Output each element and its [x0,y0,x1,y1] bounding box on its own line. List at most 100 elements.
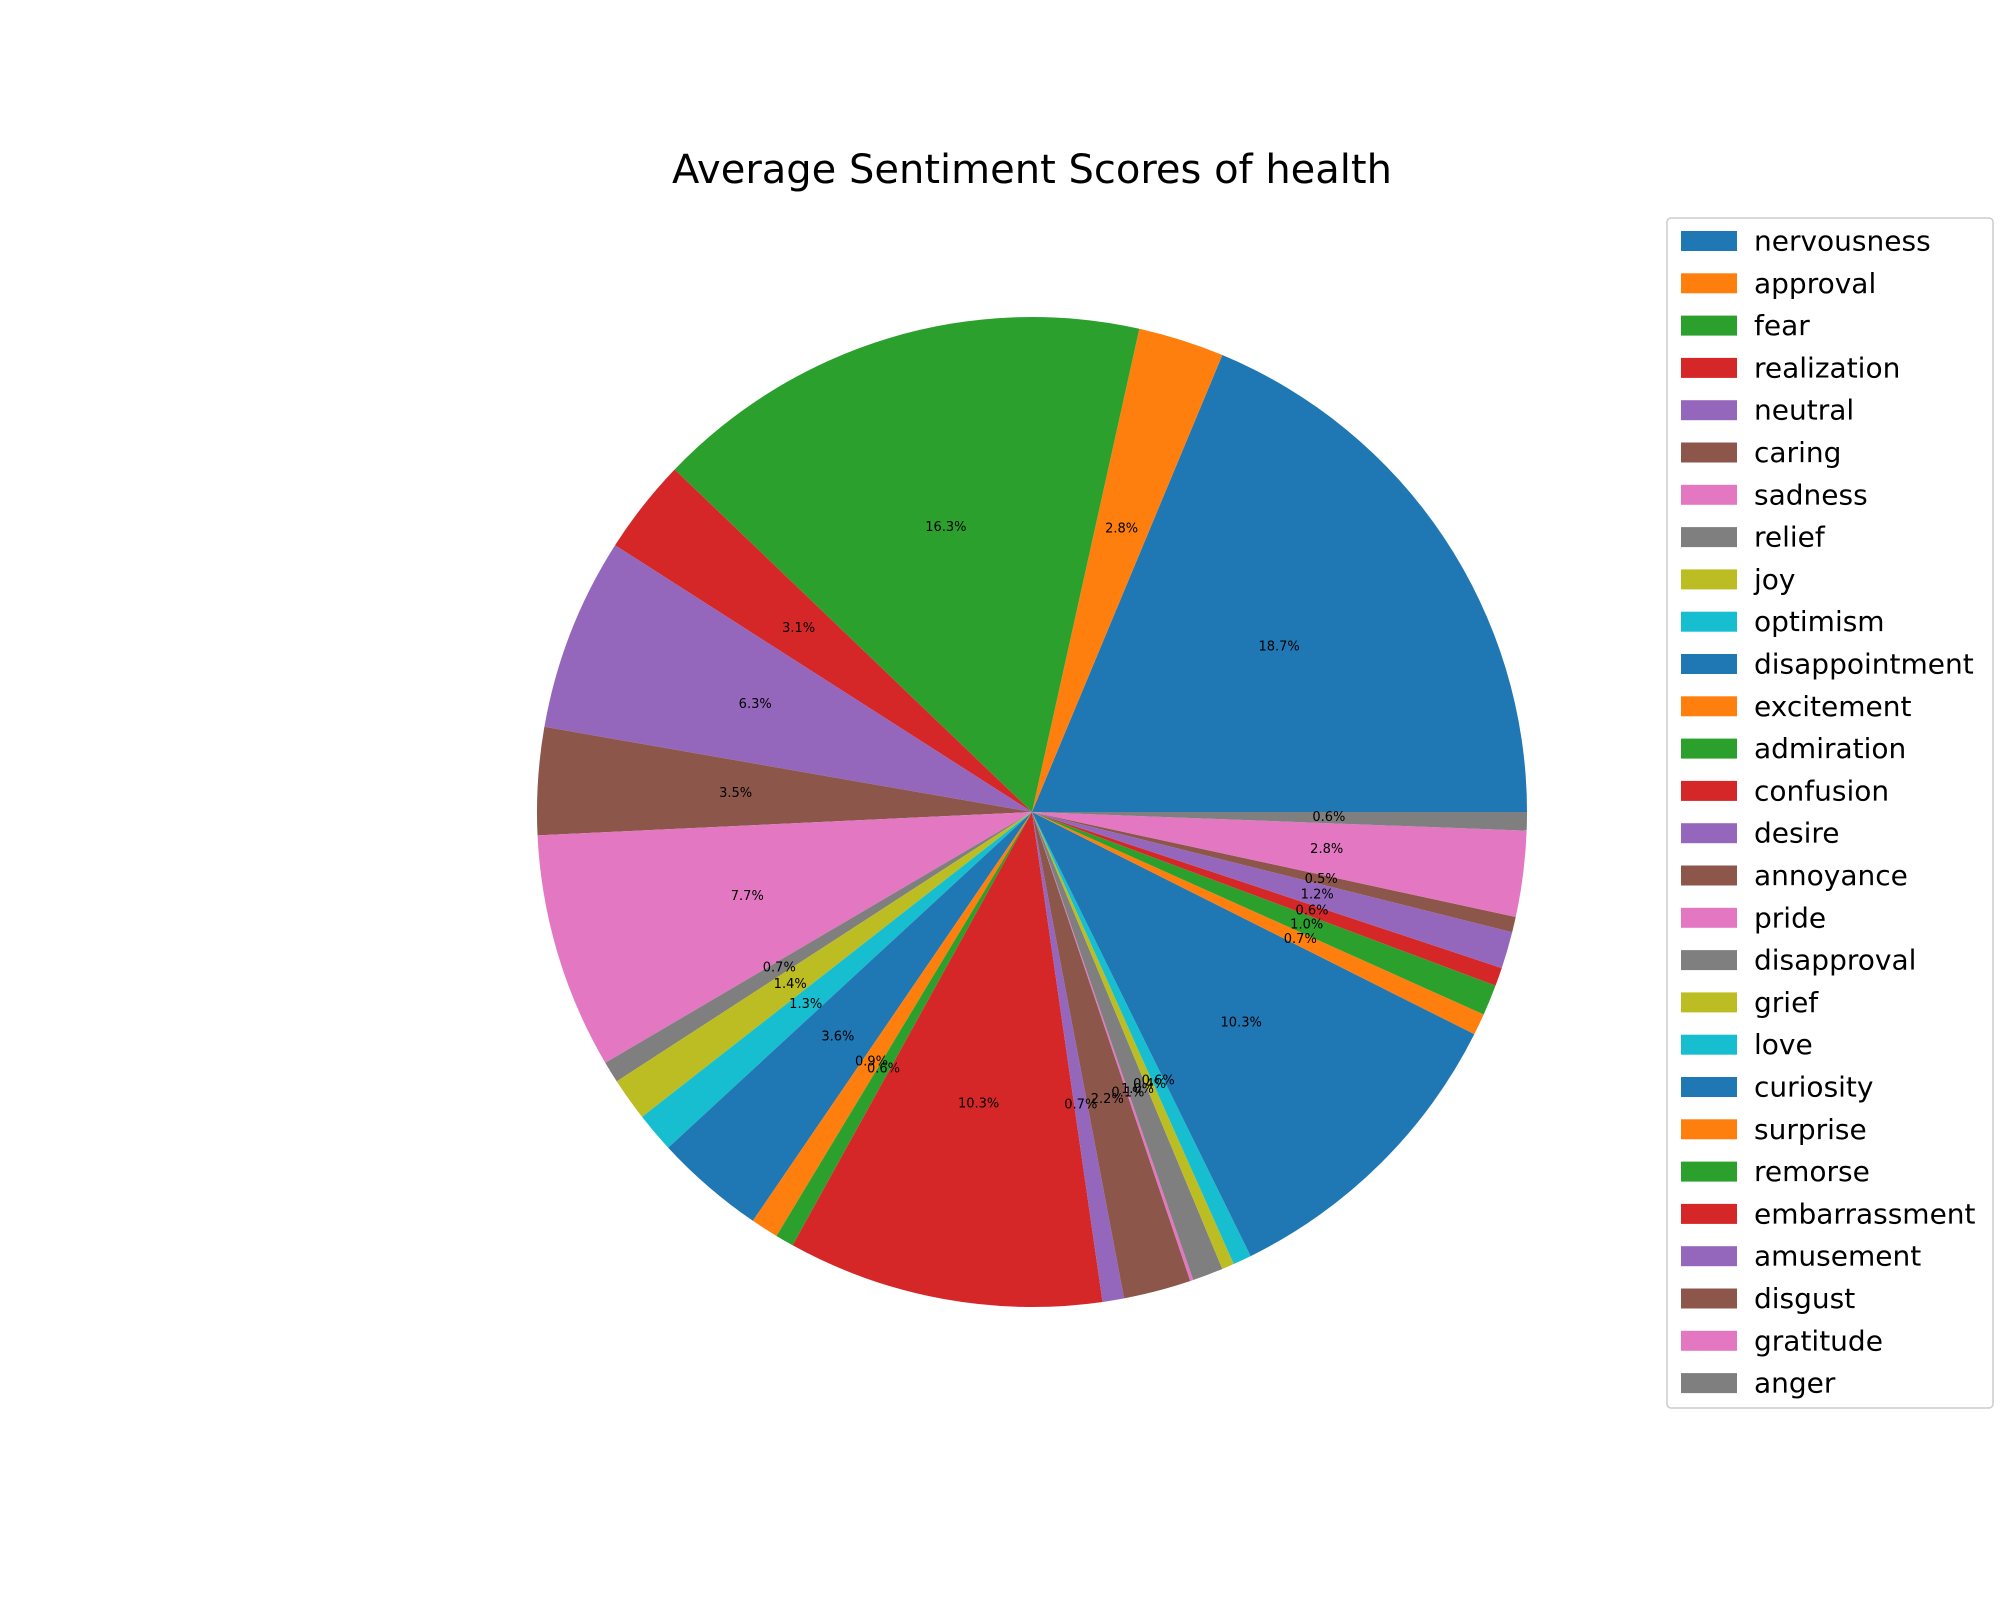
pie-slice-approval [1032,328,1223,812]
pct-label-love: 0.6% [1142,1073,1175,1088]
pct-label-annoyance: 2.2% [1091,1092,1124,1107]
legend-item-excitement: excitement [1681,690,1911,723]
legend-swatch [1681,1161,1737,1182]
pie-slice-relief [605,812,1032,1082]
legend-item-sadness: sadness [1681,478,1868,511]
pie-slice-sadness [537,812,1032,1063]
legend-label: embarrassment [1754,1197,1976,1230]
pct-label-neutral: 6.3% [739,697,772,712]
legend-label: disappointment [1754,648,1974,681]
chart-title: Average Sentiment Scores of health [672,147,1392,193]
legend-swatch [1681,569,1737,590]
legend-item-confusion: confusion [1681,774,1889,807]
pie-slice-curiosity [1032,812,1475,1257]
legend-swatch [1681,315,1737,336]
legend-label: disapproval [1754,944,1916,977]
legend-swatch [1681,357,1737,378]
legend-label: amusement [1754,1240,1921,1273]
pie-slice-realization [615,469,1032,812]
legend-swatch [1681,1203,1737,1224]
pie-slice-gratitude [1032,812,1527,918]
legend-label: excitement [1754,690,1911,723]
legend-swatch [1681,1119,1737,1140]
pct-label-admiration: 0.6% [867,1062,900,1077]
pct-label-optimism: 1.3% [789,997,822,1012]
legend-item-disgust: disgust [1681,1282,1855,1315]
legend-label: gratitude [1754,1324,1883,1357]
legend-swatch [1681,1246,1737,1267]
legend-item-curiosity: curiosity [1681,1071,1873,1104]
pie-slice-confusion [792,812,1103,1308]
pct-label-amusement: 1.2% [1301,887,1334,902]
legend-swatch [1681,738,1737,759]
pie-slice-love [1032,812,1251,1265]
legend-item-caring: caring [1681,436,1841,469]
legend-item-embarrassment: embarrassment [1681,1197,1976,1230]
pct-label-desire: 0.7% [1064,1098,1097,1113]
legend-label: realization [1754,351,1900,384]
legend-label: pride [1754,901,1826,934]
pie-slice-optimism [642,812,1032,1148]
legend-item-disappointment: disappointment [1681,648,1974,681]
pct-label-surprise: 0.7% [1284,932,1317,947]
legend-swatch [1681,1373,1737,1394]
legend-label: caring [1754,436,1841,469]
pie-slice-remorse [1032,812,1496,1015]
pct-label-gratitude: 2.8% [1310,842,1343,857]
pie-percent-labels: 18.7%2.8%16.3%3.1%6.3%3.5%7.7%0.7%1.4%1.… [719,520,1345,1112]
legend-item-approval: approval [1681,267,1876,300]
legend-item-grief: grief [1681,986,1819,1019]
legend-swatch [1681,696,1737,717]
legend-label: grief [1754,986,1819,1019]
pie-slice-disappointment [668,812,1032,1221]
legend-swatch [1681,1034,1737,1055]
pie-slice-anger [1032,812,1527,831]
legend-item-fear: fear [1681,309,1810,342]
legend-swatch [1681,442,1737,463]
legend-swatch [1681,231,1737,251]
legend-label: desire [1754,817,1840,850]
pie-slice-grief [1032,812,1234,1269]
pie-slice-pride [1032,812,1194,1282]
legend-item-amusement: amusement [1681,1240,1921,1273]
pct-label-fear: 16.3% [925,520,966,535]
legend-label: sadness [1754,478,1868,511]
pct-label-grief: 0.4% [1133,1077,1166,1092]
pie-slice-excitement [752,812,1032,1236]
legend-swatch [1681,400,1737,421]
legend-label: admiration [1754,732,1906,765]
legend-label: curiosity [1754,1071,1873,1104]
legend-item-admiration: admiration [1681,732,1906,765]
pie-slice-fear [674,317,1140,812]
legend-item-anger: anger [1681,1367,1836,1400]
legend-swatch [1681,273,1737,294]
legend-item-surprise: surprise [1681,1113,1867,1146]
legend-item-desire: desire [1681,817,1840,850]
legend-label: anger [1754,1367,1836,1400]
pie-slice-embarrassment [1032,812,1502,986]
legend-label: fear [1754,309,1810,342]
pie-slice-neutral [544,545,1032,812]
pie-slice-caring [537,726,1032,836]
pie-slice-disgust [1032,812,1516,933]
legend-label: love [1754,1028,1813,1061]
pct-label-sadness: 7.7% [731,889,764,904]
legend-swatch [1681,527,1737,548]
pct-label-embarrassment: 0.6% [1295,903,1328,918]
pct-label-caring: 3.5% [719,786,752,801]
pct-label-realization: 3.1% [782,621,815,636]
legend-item-neutral: neutral [1681,394,1854,427]
legend-item-realization: realization [1681,351,1900,384]
legend-label: joy [1753,563,1795,596]
pct-label-approval: 2.8% [1105,521,1138,536]
legend-label: optimism [1754,605,1885,638]
legend-item-pride: pride [1681,901,1826,934]
pie-slice-amusement [1032,812,1513,969]
legend-frame [1666,217,1994,1409]
legend-item-nervousness: nervousness [1681,225,1931,258]
legend-label: relief [1754,521,1826,554]
legend-items: nervousness approval fear realization neutra… [1681,225,1976,1400]
legend-swatch [1681,611,1737,632]
pct-label-anger: 0.6% [1312,810,1345,825]
pct-label-disapproval: 1.0% [1121,1082,1154,1097]
